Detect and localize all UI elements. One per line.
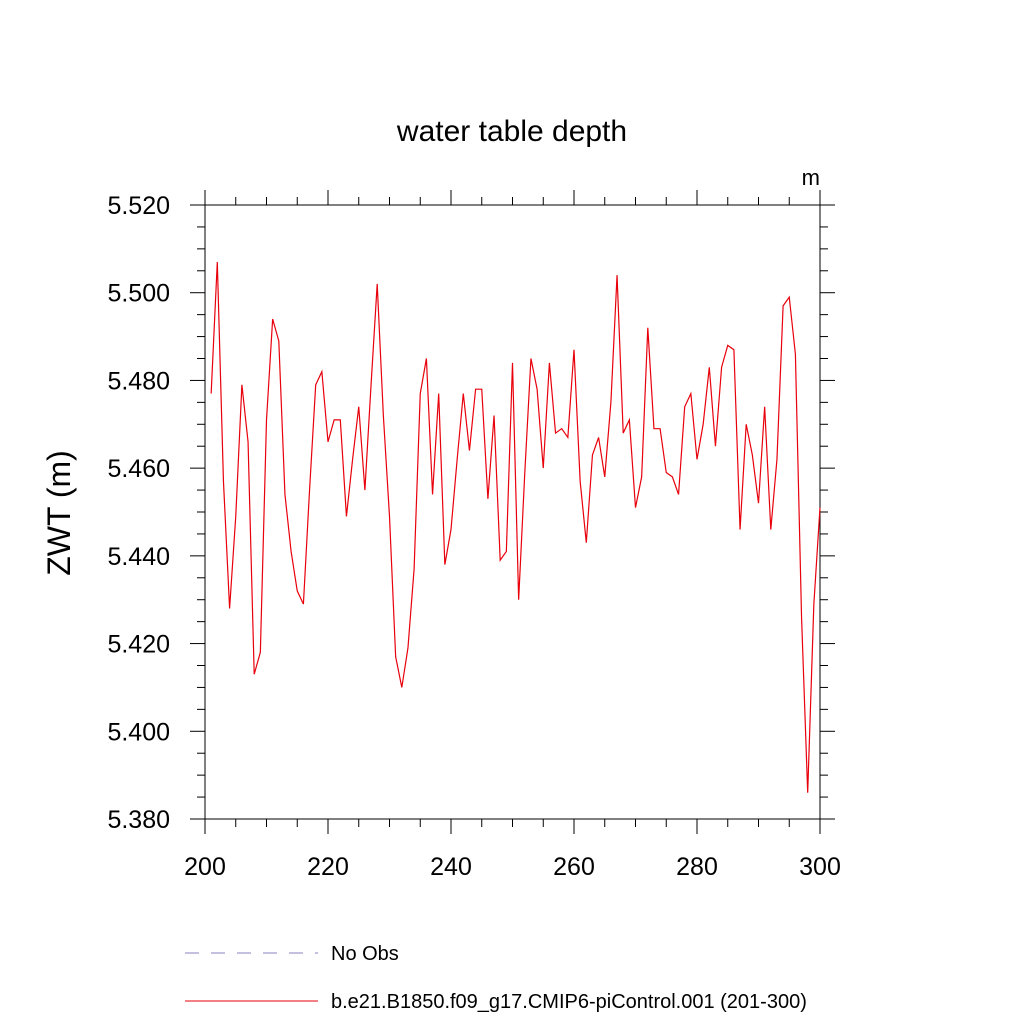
legend: No Obs b.e21.B1850.f09_g17.CMIP6-piContro… xyxy=(185,943,807,1013)
legend-label-1: b.e21.B1850.f09_g17.CMIP6-piControl.001 … xyxy=(331,991,807,1013)
y-tick-label: 5.480 xyxy=(107,367,170,395)
y-tick-label: 5.440 xyxy=(107,543,170,571)
units-label: m xyxy=(802,165,820,190)
legend-label-0: No Obs xyxy=(331,943,399,965)
x-tick-label: 240 xyxy=(430,853,472,881)
x-tick-label: 280 xyxy=(676,853,718,881)
plot-frame xyxy=(204,204,821,820)
plot-area xyxy=(210,261,821,793)
y-tick-label: 5.500 xyxy=(107,280,170,308)
x-tick-label: 200 xyxy=(184,853,226,881)
y-tick-label: 5.520 xyxy=(107,192,170,220)
y-tick-label: 5.380 xyxy=(107,806,170,834)
series-line-1 xyxy=(210,261,821,793)
chart-title: water table depth xyxy=(396,115,627,148)
axes: 200 220 240 260 280 300 5.380 5.400 5.420 5.440 5.… xyxy=(107,190,841,881)
x-tick-label: 260 xyxy=(553,853,595,881)
y-tick-label: 5.460 xyxy=(107,455,170,483)
x-tick-label: 220 xyxy=(307,853,349,881)
y-axis-label: ZWT (m) xyxy=(41,450,77,576)
y-tick-label: 5.420 xyxy=(107,631,170,659)
y-tick-label: 5.400 xyxy=(107,718,170,746)
x-tick-label: 300 xyxy=(799,853,841,881)
